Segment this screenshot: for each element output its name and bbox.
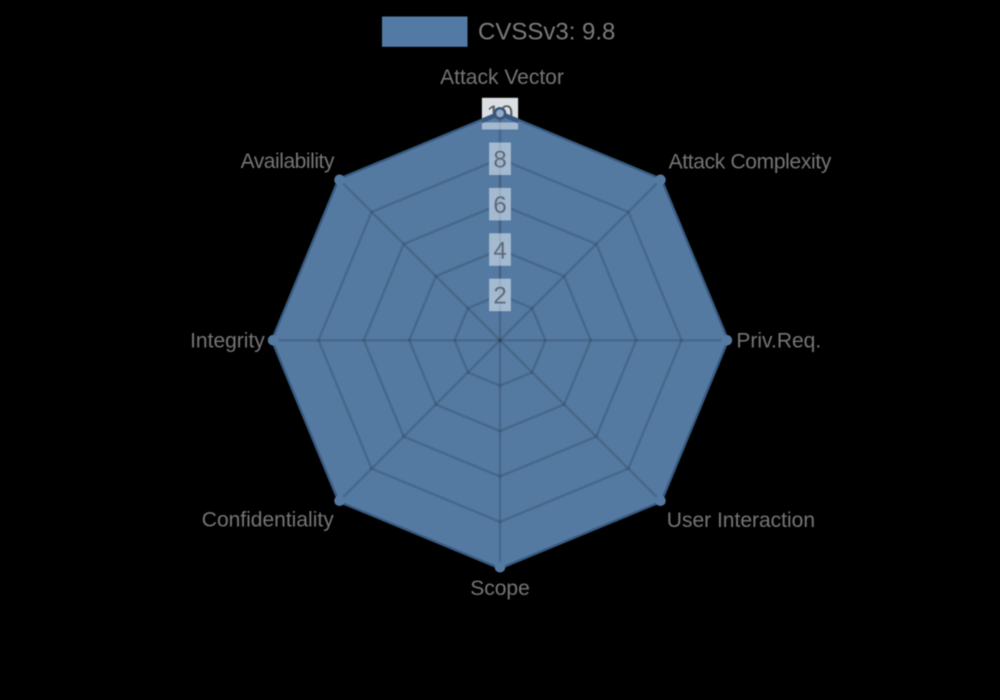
svg-text:Availability: Availability [241, 150, 335, 173]
svg-text:2: 2 [493, 283, 506, 310]
svg-text:6: 6 [493, 192, 506, 219]
svg-text:Scope: Scope [470, 577, 530, 600]
svg-text:Integrity: Integrity [190, 329, 265, 352]
svg-text:Attack Vector: Attack Vector [440, 66, 564, 89]
svg-text:10: 10 [487, 101, 514, 128]
svg-text:Priv.Req.: Priv.Req. [736, 330, 821, 353]
svg-text:Attack Complexity: Attack Complexity [669, 151, 832, 174]
svg-text:8: 8 [493, 147, 506, 174]
svg-text:User Interaction: User Interaction [667, 509, 815, 532]
svg-text:CVSSv3: 9.8: CVSSv3: 9.8 [478, 19, 615, 46]
svg-text:Confidentiality: Confidentiality [202, 508, 334, 531]
svg-text:4: 4 [493, 237, 506, 264]
